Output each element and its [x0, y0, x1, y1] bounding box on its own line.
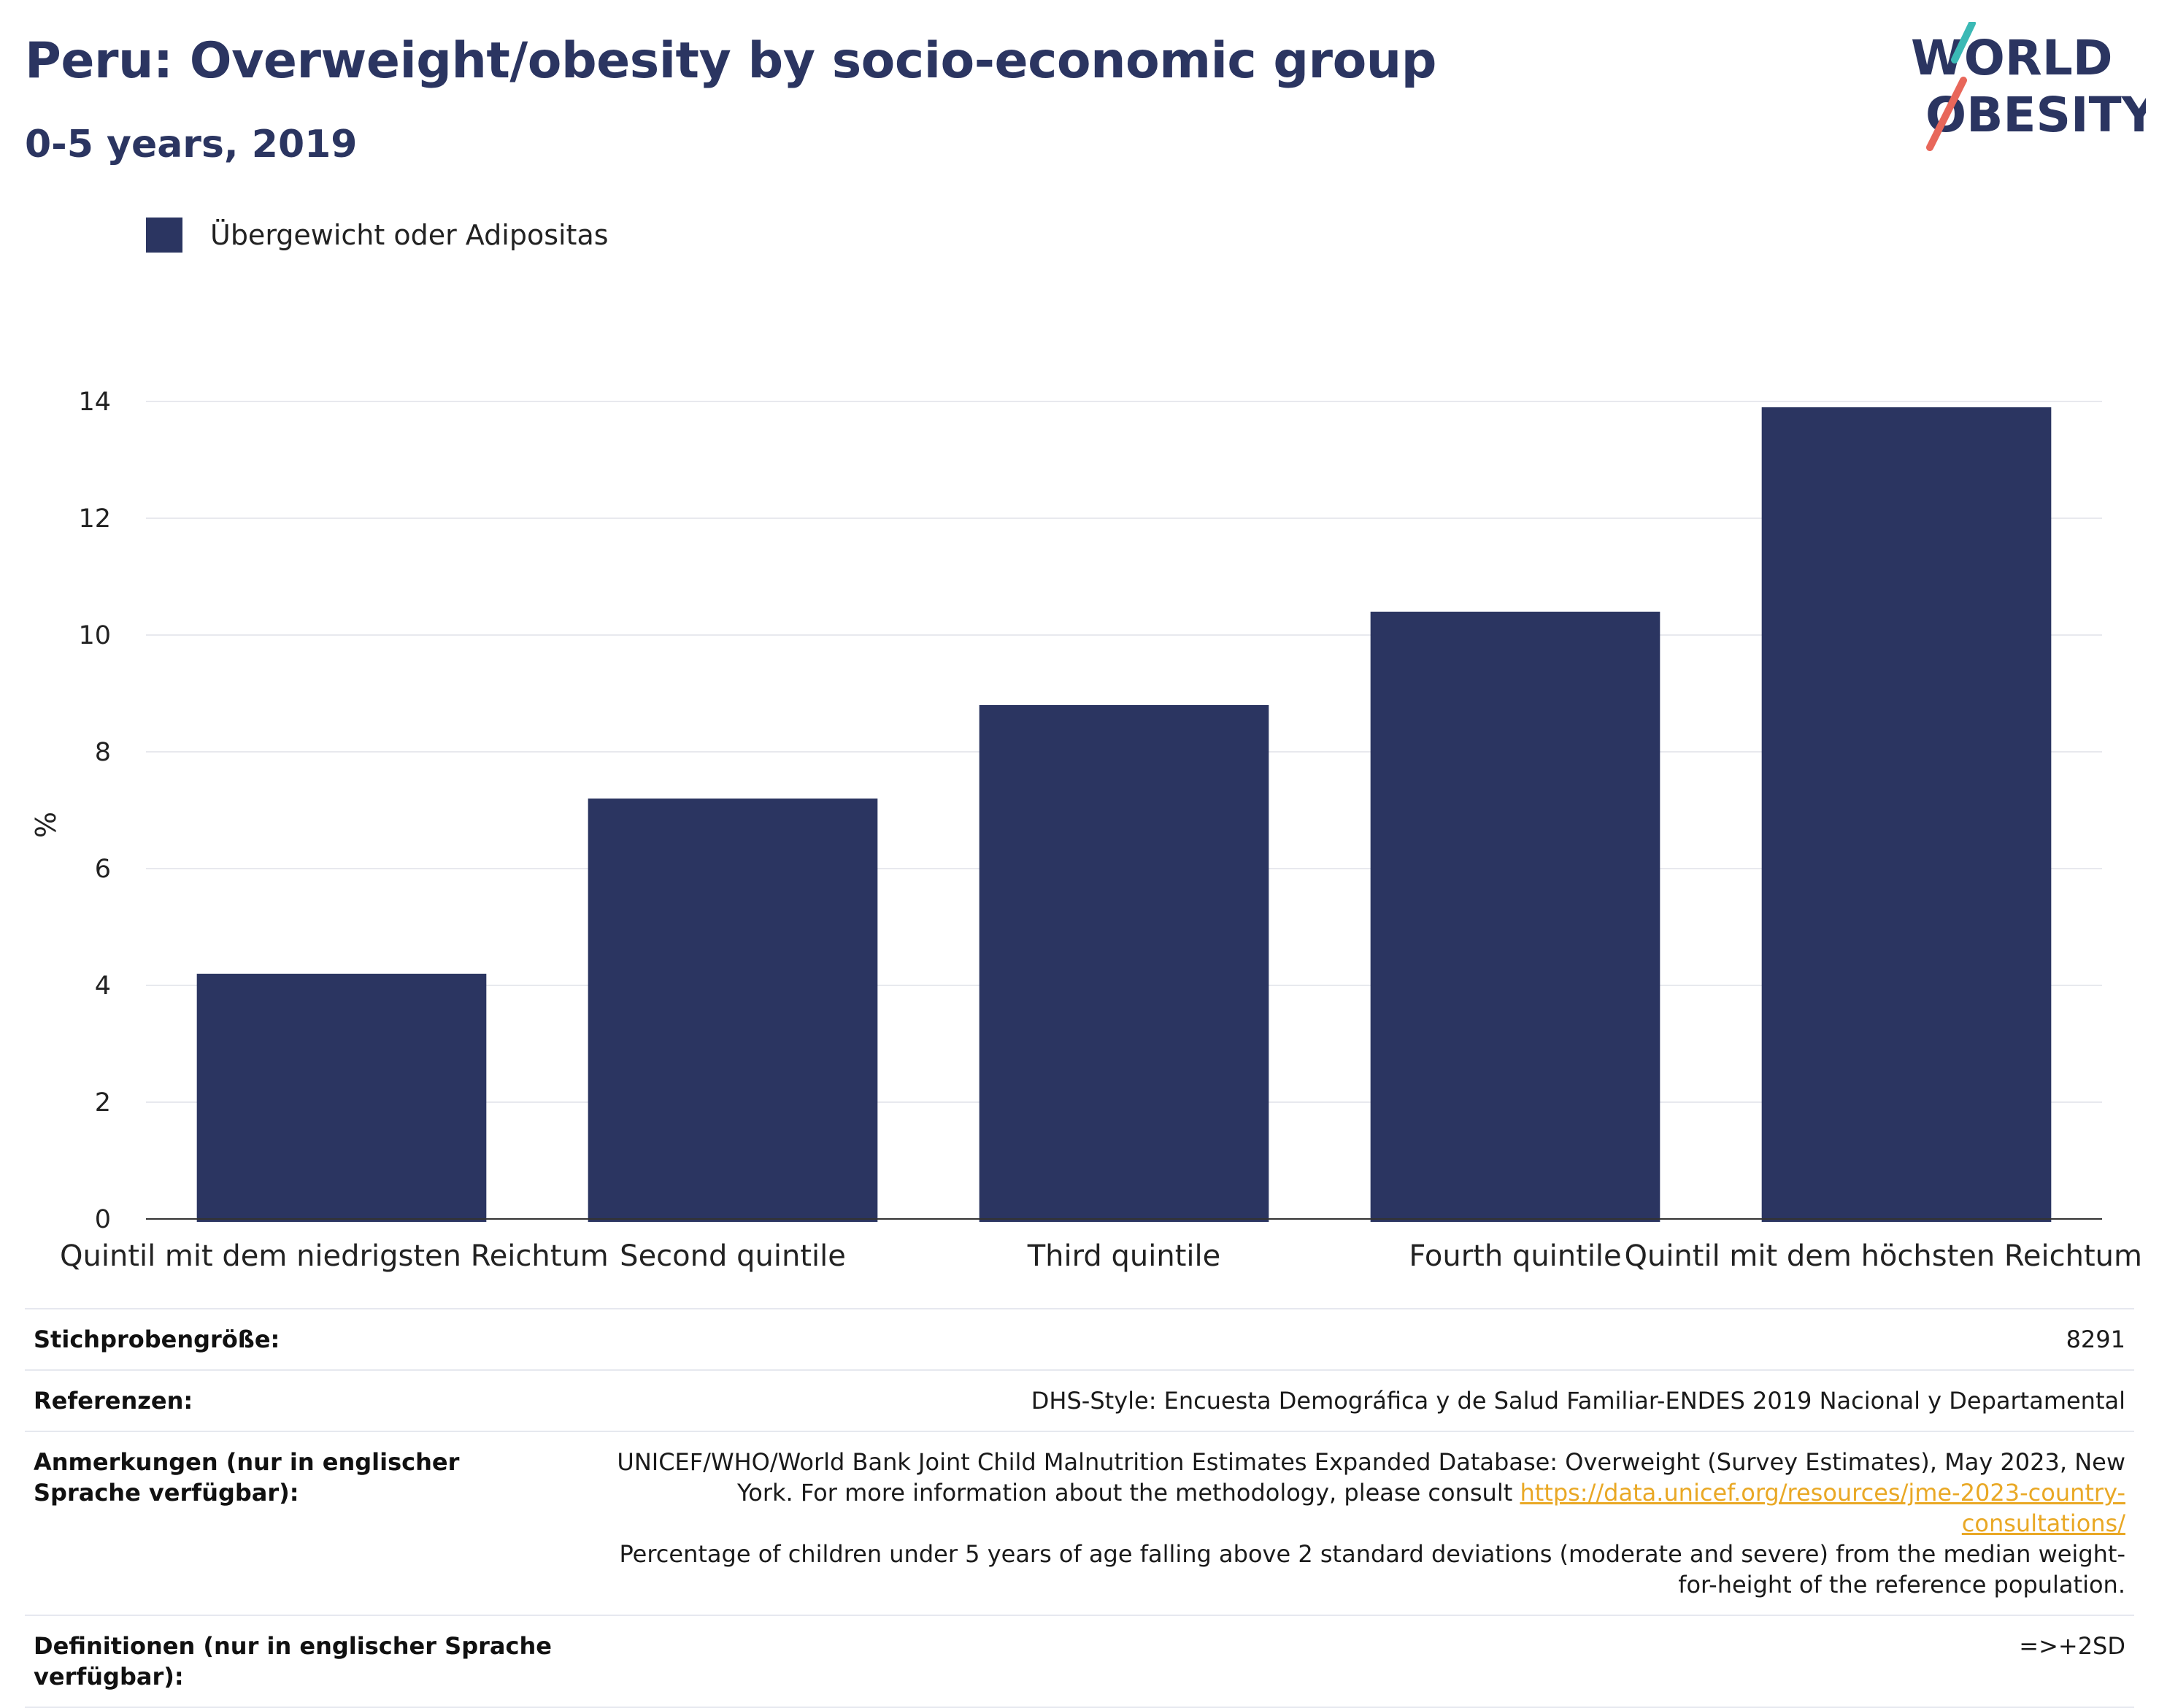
bar[interactable]	[1761, 407, 2052, 1222]
references-label: Referenzen:	[25, 1369, 574, 1431]
y-axis-title: %	[30, 812, 62, 838]
logo-slash-coral	[1926, 77, 1967, 151]
info-row-notes: Anmerkungen (nur in englischer Sprache v…	[25, 1431, 2134, 1615]
x-category-label: Quintil mit dem niedrigsten Reichtum	[60, 1239, 609, 1273]
notes-text-2: Percentage of children under 5 years of …	[619, 1540, 2126, 1599]
logo-text-obesity: OBESITY	[1925, 87, 2146, 143]
bar[interactable]	[588, 799, 878, 1222]
methodology-link[interactable]: https://data.unicef.org/resources/jme-20…	[1520, 1479, 2125, 1537]
definitions-label: Definitionen (nur in englischer Sprache …	[25, 1615, 574, 1708]
info-table: Stichprobengröße: 8291 Referenzen: DHS-S…	[25, 1308, 2134, 1708]
x-category-label: Quintil mit dem höchsten Reichtum	[1624, 1239, 2142, 1273]
logo-text-world: WORLD	[1911, 30, 2113, 86]
sample-size-label: Stichprobengröße:	[25, 1308, 574, 1370]
x-category-labels: Quintil mit dem niedrigsten Reichtum Seco…	[60, 1239, 2142, 1273]
info-row-definitions: Definitionen (nur in englischer Sprache …	[25, 1615, 2134, 1708]
legend-label: Übergewicht oder Adipositas	[210, 219, 609, 251]
legend-swatch	[146, 218, 182, 253]
notes-label: Anmerkungen (nur in englischer Sprache v…	[25, 1431, 574, 1615]
info-row-references: Referenzen: DHS-Style: Encuesta Demográf…	[25, 1369, 2134, 1431]
bar[interactable]	[1370, 612, 1660, 1222]
notes-text-1: UNICEF/WHO/World Bank Joint Child Malnut…	[617, 1448, 2125, 1507]
chart-title: Peru: Overweight/obesity by socio-econom…	[25, 32, 1436, 90]
y-tick-labels: 0 2 4 6 8 10 12 14	[78, 388, 111, 1234]
bars	[196, 407, 2052, 1222]
x-category-label: Third quintile	[1027, 1239, 1220, 1273]
bar[interactable]	[196, 974, 487, 1222]
references-value: DHS-Style: Encuesta Demográfica y de Sal…	[574, 1369, 2134, 1431]
legend: Übergewicht oder Adipositas	[146, 218, 609, 253]
definitions-value: =>+2SD	[574, 1615, 2134, 1708]
bar-chart: 0 2 4 6 8 10 12 14 Quintil mit dem niedrigsten …	[30, 388, 2142, 1273]
sample-size-value: 8291	[574, 1308, 2134, 1370]
world-obesity-logo: WORLD OBESITY	[1911, 22, 2146, 151]
bar[interactable]	[979, 705, 1269, 1222]
y-tick-label: 14	[78, 388, 111, 417]
y-tick-label: 0	[95, 1205, 111, 1234]
y-tick-label: 6	[95, 855, 111, 884]
x-category-label: Second quintile	[620, 1239, 846, 1273]
logo-slash-teal	[1951, 22, 1976, 64]
x-category-label: Fourth quintile	[1409, 1239, 1621, 1273]
y-tick-label: 12	[78, 504, 111, 534]
y-tick-label: 8	[95, 738, 111, 767]
y-tick-label: 4	[95, 972, 111, 1001]
info-row-sample-size: Stichprobengröße: 8291	[25, 1308, 2134, 1370]
notes-value: UNICEF/WHO/World Bank Joint Child Malnut…	[574, 1431, 2134, 1615]
chart-subtitle: 0-5 years, 2019	[25, 123, 358, 166]
y-tick-label: 10	[78, 621, 111, 650]
y-tick-label: 2	[95, 1088, 111, 1117]
